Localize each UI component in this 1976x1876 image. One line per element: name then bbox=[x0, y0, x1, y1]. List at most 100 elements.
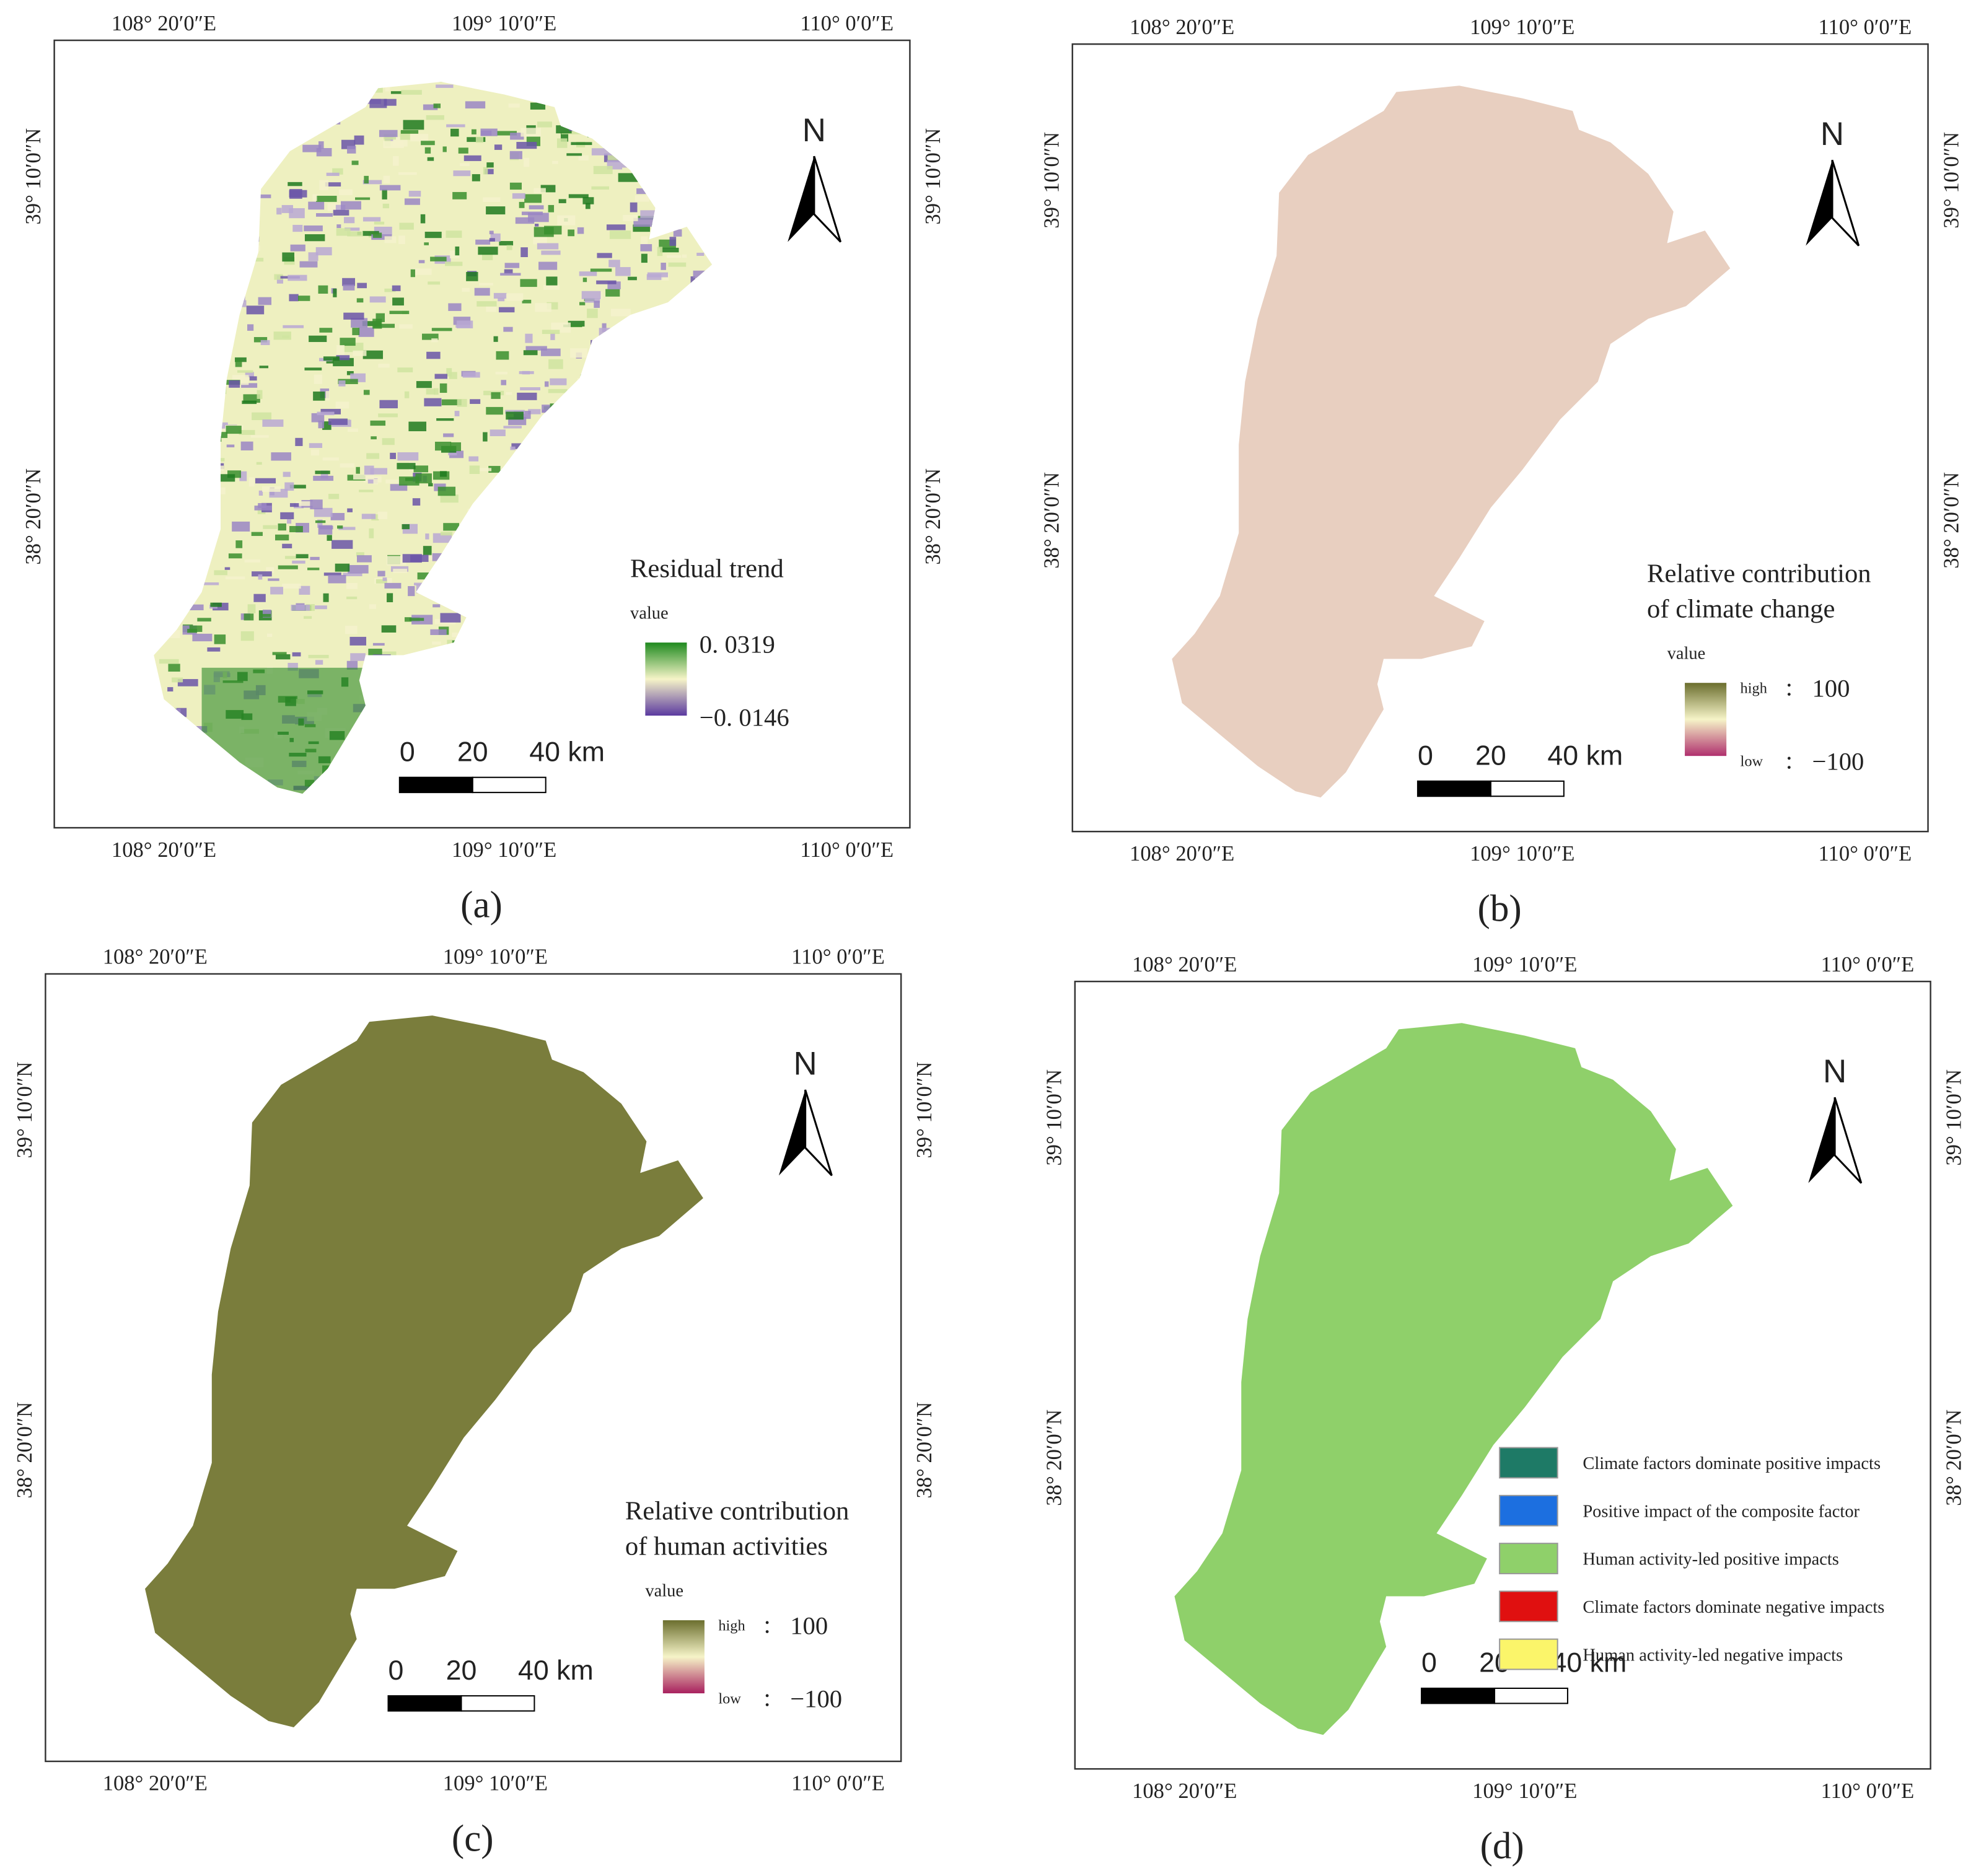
pixel bbox=[328, 792, 349, 794]
pixel bbox=[607, 1371, 618, 1375]
pixel bbox=[379, 727, 392, 732]
pixel bbox=[555, 466, 566, 476]
pixel bbox=[685, 1162, 700, 1168]
pixel bbox=[467, 1574, 480, 1579]
pixel bbox=[633, 476, 648, 481]
pixel bbox=[497, 711, 504, 717]
pixel bbox=[1519, 508, 1540, 514]
pixel bbox=[1705, 478, 1718, 482]
pixel bbox=[1656, 1341, 1674, 1348]
pixel bbox=[182, 1339, 195, 1348]
pixel bbox=[537, 634, 543, 644]
pixel bbox=[1621, 1440, 1628, 1444]
pixel bbox=[605, 688, 624, 694]
pixel bbox=[1601, 780, 1615, 788]
pixel bbox=[165, 796, 187, 803]
pixel bbox=[1724, 160, 1736, 167]
pixel bbox=[372, 87, 383, 93]
pixel bbox=[1620, 704, 1640, 709]
pixel bbox=[1332, 99, 1351, 107]
pixel bbox=[439, 766, 455, 776]
pixel bbox=[646, 1320, 650, 1327]
pixel bbox=[212, 267, 217, 274]
pixel bbox=[546, 1642, 560, 1645]
pixel bbox=[358, 327, 374, 337]
pixel bbox=[471, 1510, 480, 1519]
pixel bbox=[547, 1735, 559, 1741]
pixel bbox=[1434, 1742, 1444, 1750]
pixel bbox=[534, 672, 553, 675]
pixel bbox=[338, 380, 346, 387]
pixel bbox=[1176, 204, 1192, 213]
pixel bbox=[410, 666, 415, 677]
pixel bbox=[699, 679, 708, 688]
pixel bbox=[586, 597, 599, 600]
x-tick-label: 108° 20′0″E bbox=[1132, 953, 1237, 976]
pixel bbox=[1186, 527, 1200, 531]
pixel bbox=[1716, 329, 1722, 335]
pixel bbox=[586, 1303, 600, 1310]
pixel bbox=[411, 703, 426, 711]
pixel bbox=[422, 333, 439, 340]
pixel bbox=[302, 802, 322, 812]
pixel bbox=[235, 359, 242, 367]
pixel bbox=[670, 111, 681, 118]
pixel bbox=[154, 525, 160, 533]
pixel bbox=[332, 540, 353, 549]
pixel bbox=[1503, 513, 1519, 519]
pixel bbox=[434, 388, 439, 395]
pixel bbox=[172, 1489, 180, 1494]
pixel bbox=[713, 220, 720, 229]
pixel bbox=[1534, 698, 1543, 703]
pixel bbox=[550, 333, 555, 340]
pixel bbox=[661, 1730, 665, 1736]
pixel bbox=[268, 118, 279, 121]
pixel bbox=[638, 1399, 647, 1402]
pixel bbox=[1511, 680, 1527, 687]
pixel bbox=[462, 287, 470, 292]
pixel bbox=[550, 1406, 565, 1413]
pixel bbox=[464, 712, 483, 722]
pixel bbox=[540, 348, 561, 356]
pixel bbox=[154, 473, 165, 477]
pixel bbox=[506, 1507, 517, 1514]
pixel bbox=[1675, 685, 1683, 694]
pixel bbox=[334, 1681, 350, 1687]
pixel bbox=[546, 276, 558, 286]
pixel bbox=[1182, 551, 1195, 558]
pixel bbox=[499, 307, 515, 313]
pixel bbox=[581, 1700, 601, 1709]
pixel bbox=[206, 1700, 219, 1707]
pixel bbox=[164, 1728, 175, 1737]
pixel bbox=[277, 1039, 294, 1047]
pixel bbox=[442, 740, 450, 745]
pixel bbox=[1659, 177, 1674, 186]
pixel bbox=[292, 224, 303, 232]
pixel bbox=[709, 1233, 725, 1235]
pixel bbox=[580, 569, 591, 574]
pixel bbox=[162, 1481, 169, 1486]
pixel bbox=[698, 1279, 705, 1287]
pixel bbox=[1209, 113, 1226, 121]
pixel bbox=[214, 634, 226, 644]
pixel bbox=[250, 435, 269, 438]
pixel bbox=[1568, 1466, 1573, 1470]
pixel bbox=[566, 1639, 573, 1643]
pixel bbox=[387, 593, 393, 603]
pixel bbox=[518, 550, 533, 555]
pixel bbox=[1195, 1502, 1214, 1507]
pixel bbox=[472, 543, 489, 547]
pixel bbox=[549, 676, 569, 680]
pixel bbox=[333, 288, 337, 297]
pixel bbox=[154, 287, 164, 292]
pixel bbox=[173, 708, 181, 714]
pixel bbox=[154, 745, 160, 750]
pixel bbox=[556, 1053, 563, 1061]
pixel bbox=[421, 141, 435, 146]
pixel bbox=[1617, 346, 1631, 352]
pixel bbox=[1443, 1642, 1459, 1646]
pixel bbox=[1214, 159, 1232, 167]
pixel bbox=[1498, 647, 1515, 653]
pixel bbox=[1178, 278, 1191, 286]
pixel bbox=[639, 1277, 645, 1287]
